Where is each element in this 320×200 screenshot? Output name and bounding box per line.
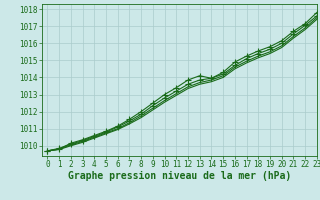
- X-axis label: Graphe pression niveau de la mer (hPa): Graphe pression niveau de la mer (hPa): [68, 171, 291, 181]
